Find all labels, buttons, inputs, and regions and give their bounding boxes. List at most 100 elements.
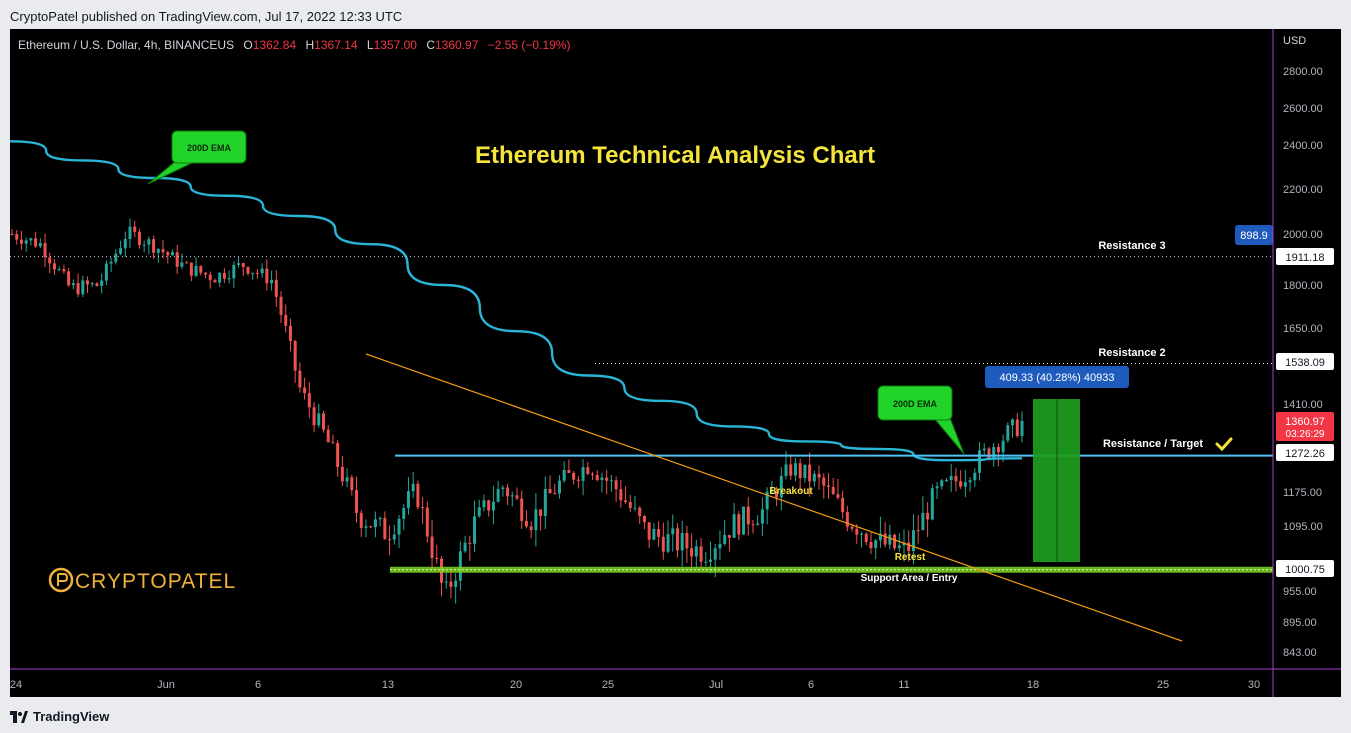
candle-body (1020, 420, 1024, 437)
candle-body (265, 268, 269, 284)
candle-body (388, 539, 392, 541)
measure-price-tag (1235, 225, 1273, 245)
candle-body (458, 551, 462, 581)
candle-body (373, 519, 377, 528)
candle-body (175, 252, 179, 267)
candle-body (704, 561, 708, 563)
candle-body (572, 472, 576, 480)
candle-body (86, 280, 90, 285)
candle-body (95, 283, 99, 287)
candle-body (600, 477, 604, 480)
candle-body (185, 262, 189, 264)
candle-body (208, 274, 212, 281)
candle-body (902, 542, 906, 546)
candle-body (850, 526, 854, 529)
candle-body (218, 272, 222, 283)
candle-body (392, 534, 396, 540)
candle-body (789, 464, 793, 476)
candle-body (501, 487, 505, 490)
candle-body (576, 479, 580, 481)
candle-body (817, 473, 821, 478)
candle-body (81, 280, 85, 295)
published-text: CryptoPatel published on TradingView.com… (10, 9, 403, 24)
candle-body (864, 533, 868, 543)
candle-body (553, 493, 557, 495)
candle-body (793, 463, 797, 476)
candle-body (237, 263, 241, 265)
candle-body (878, 533, 882, 541)
candle-body (411, 483, 415, 492)
candle-body (482, 500, 486, 508)
change-value: −2.55 (−0.19%) (487, 38, 571, 52)
candle-body (694, 546, 698, 557)
candle-body (642, 516, 646, 523)
candle-body (435, 557, 439, 559)
candle-body (751, 524, 755, 526)
candle-body (897, 545, 901, 549)
candle-body (147, 239, 151, 245)
candle-body (841, 497, 845, 513)
x-tick-label: 25 (1157, 679, 1169, 691)
candle-body (166, 252, 170, 256)
candle-body (765, 491, 769, 510)
candle-body (57, 269, 61, 271)
open-label: O (243, 38, 253, 52)
currency-label: USD (1283, 35, 1306, 47)
target-label: Resistance / Target (1103, 438, 1203, 450)
candle-body (944, 479, 948, 481)
candle-body (288, 325, 292, 341)
candle-body (496, 489, 500, 502)
candle-body (690, 548, 694, 557)
low-label: L (366, 38, 374, 52)
candle-body (935, 486, 939, 489)
footer: TradingView (0, 703, 1351, 733)
candle-body (62, 269, 66, 272)
candle-body (67, 271, 71, 286)
price-tag-text: 1911.18 (1286, 252, 1325, 264)
candle-body (340, 466, 344, 482)
candle-body (586, 467, 590, 475)
y-tick-label: 2200.00 (1283, 184, 1323, 196)
candle-body (364, 526, 368, 528)
candle-body (869, 542, 873, 549)
candle-body (595, 474, 599, 480)
candle-body (638, 507, 642, 517)
candle-body (270, 279, 274, 284)
candle-body (449, 581, 453, 587)
resistance-2-label: Resistance 2 (1098, 347, 1165, 359)
candle-body (161, 249, 165, 253)
candle-body (982, 448, 986, 451)
tradingview-logo[interactable]: TradingView (10, 709, 109, 724)
ema-callout-2: 200D EMA (877, 385, 965, 455)
candle-body (194, 265, 198, 276)
candle-body (52, 263, 56, 270)
x-tick-label: 30 (1248, 679, 1260, 691)
candle-body (416, 483, 420, 508)
retest-label: Retest (895, 552, 926, 563)
candle-body (557, 480, 561, 494)
candle-body (675, 528, 679, 551)
y-tick-label: 2400.00 (1283, 140, 1323, 152)
candle-body (397, 518, 401, 535)
candle-body (487, 500, 491, 511)
high-label: H (305, 38, 315, 52)
candle-body (671, 528, 675, 535)
price-tag-box (1276, 560, 1334, 577)
candle-body (883, 533, 887, 545)
candle-body (723, 535, 727, 544)
x-tick-label: 18 (1027, 679, 1039, 691)
candle-body (996, 447, 1000, 453)
candle-body (477, 507, 481, 517)
candle-body (539, 509, 543, 516)
candle-body (326, 429, 330, 443)
candle-body (180, 262, 184, 267)
candle-body (746, 506, 750, 525)
x-tick-label: 11 (898, 679, 909, 691)
candle-body (628, 502, 632, 509)
candle-body (756, 523, 760, 525)
candle-body (133, 226, 137, 232)
trend-line (365, 353, 1183, 642)
candle-body (855, 528, 859, 535)
symbol-name[interactable]: Ethereum / U.S. Dollar, 4h, BINANCEUS (18, 38, 235, 52)
